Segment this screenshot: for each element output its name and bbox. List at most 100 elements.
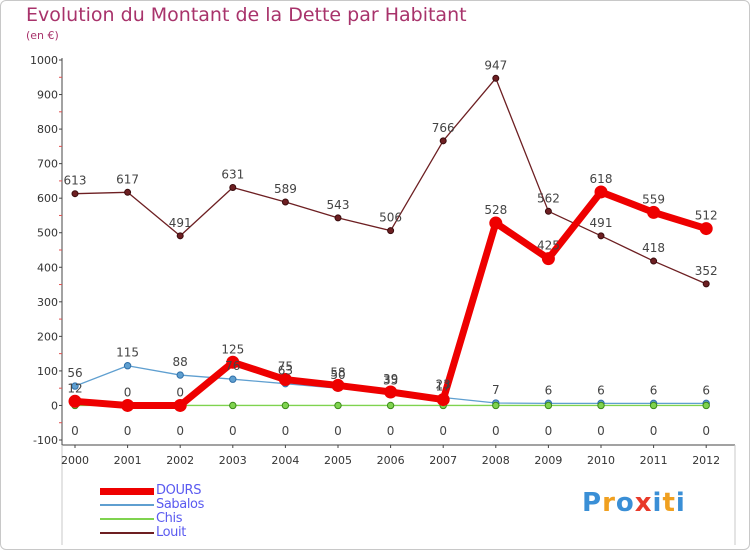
x-tick-label: 2007 bbox=[429, 454, 457, 467]
data-label-louit: 543 bbox=[327, 198, 350, 212]
y-tick-label: 0 bbox=[51, 399, 58, 412]
data-point-louit bbox=[492, 74, 500, 82]
data-label-chis: 0 bbox=[545, 424, 553, 438]
data-label-louit: 613 bbox=[64, 174, 87, 188]
data-point-dours bbox=[278, 373, 292, 387]
x-tick-label: 2000 bbox=[61, 454, 89, 467]
y-tick-label: 400 bbox=[37, 261, 58, 274]
y-tick-label: 500 bbox=[37, 227, 58, 240]
data-point-chis bbox=[229, 401, 237, 410]
logo-letter: x bbox=[634, 488, 653, 518]
data-point-dours bbox=[541, 252, 555, 266]
data-label-sabalos: 76 bbox=[225, 359, 240, 373]
data-point-louit bbox=[544, 207, 552, 215]
data-point-louit bbox=[281, 198, 289, 206]
data-label-louit: 947 bbox=[484, 58, 507, 72]
data-point-louit bbox=[334, 214, 342, 222]
data-point-chis bbox=[597, 401, 605, 410]
data-label-chis: 0 bbox=[71, 424, 79, 438]
data-label-chis: 0 bbox=[282, 424, 290, 438]
x-tick-label: 2006 bbox=[377, 454, 405, 467]
data-point-dours bbox=[489, 216, 503, 230]
data-label-chis: 0 bbox=[439, 424, 447, 438]
data-label-louit: 491 bbox=[169, 216, 192, 230]
data-point-louit bbox=[229, 183, 237, 191]
data-point-dours bbox=[331, 378, 345, 392]
data-point-dours bbox=[699, 222, 713, 236]
data-point-sabalos bbox=[229, 375, 237, 383]
data-label-sabalos: 50 bbox=[330, 368, 345, 382]
data-label-chis: 0 bbox=[387, 424, 395, 438]
x-tick-label: 2009 bbox=[534, 454, 562, 467]
data-label-dours: 559 bbox=[642, 192, 665, 206]
data-label-sabalos: 7 bbox=[492, 383, 500, 397]
data-point-louit bbox=[650, 257, 658, 265]
x-tick-label: 2001 bbox=[114, 454, 142, 467]
legend-label: Louit bbox=[156, 525, 186, 540]
data-label-sabalos: 6 bbox=[545, 383, 553, 397]
data-point-dours bbox=[173, 398, 187, 412]
data-point-dours bbox=[647, 205, 661, 219]
data-label-dours: 125 bbox=[221, 342, 244, 356]
data-label-louit: 617 bbox=[116, 172, 139, 186]
data-label-louit: 631 bbox=[221, 167, 244, 181]
data-label-chis: 0 bbox=[702, 424, 710, 438]
data-point-louit bbox=[71, 190, 79, 198]
data-label-louit: 589 bbox=[274, 182, 297, 196]
data-point-dours bbox=[121, 398, 135, 412]
logo-letter: o bbox=[615, 488, 635, 518]
y-tick-label: 300 bbox=[37, 296, 58, 309]
data-label-dours: 425 bbox=[537, 239, 560, 253]
data-point-louit bbox=[387, 227, 395, 235]
data-label-louit: 491 bbox=[590, 216, 613, 230]
x-tick-label: 2002 bbox=[166, 454, 194, 467]
data-label-dours: 618 bbox=[590, 172, 613, 186]
legend-swatch bbox=[100, 487, 154, 495]
data-point-chis bbox=[386, 401, 395, 410]
logo-letter: t bbox=[662, 488, 676, 518]
chart-title: Evolution du Montant de la Dette par Hab… bbox=[26, 4, 467, 26]
data-label-dours: 17 bbox=[436, 380, 451, 394]
data-label-sabalos: 6 bbox=[597, 383, 605, 397]
data-label-sabalos: 6 bbox=[650, 383, 658, 397]
x-tick-label: 2003 bbox=[219, 454, 247, 467]
data-point-chis bbox=[334, 401, 342, 410]
data-point-chis bbox=[281, 401, 290, 410]
y-tick-label: 600 bbox=[37, 192, 58, 205]
y-tick-label: 1000 bbox=[30, 54, 58, 67]
data-point-louit bbox=[439, 137, 447, 145]
data-point-dours bbox=[68, 394, 82, 408]
data-label-louit: 418 bbox=[642, 241, 665, 255]
data-point-sabalos bbox=[123, 362, 132, 370]
data-label-chis: 0 bbox=[492, 424, 500, 438]
data-point-louit bbox=[124, 188, 132, 196]
data-point-dours bbox=[226, 355, 240, 369]
y-tick-label: 100 bbox=[37, 365, 58, 378]
data-point-chis bbox=[492, 401, 500, 410]
x-tick-label: 2004 bbox=[271, 454, 299, 467]
logo-letter: i bbox=[652, 488, 663, 518]
data-label-chis: 0 bbox=[229, 424, 237, 438]
data-label-sabalos: 35 bbox=[383, 373, 398, 387]
data-label-dours: 58 bbox=[330, 365, 345, 379]
logo-letter: i bbox=[675, 488, 686, 518]
y-tick-label: 800 bbox=[37, 123, 58, 136]
x-tick-label: 2011 bbox=[640, 454, 668, 467]
data-point-sabalos bbox=[176, 371, 184, 379]
y-tick-label: 900 bbox=[37, 89, 58, 102]
data-label-sabalos: 63 bbox=[278, 364, 293, 378]
data-point-sabalos bbox=[71, 382, 79, 390]
legend-swatch bbox=[100, 504, 154, 506]
data-label-louit: 766 bbox=[432, 121, 455, 135]
chart-subtitle: (en €) bbox=[26, 29, 59, 42]
data-point-chis bbox=[702, 401, 710, 410]
data-label-chis: 0 bbox=[597, 424, 605, 438]
x-tick-label: 2005 bbox=[324, 454, 352, 467]
data-point-louit bbox=[702, 280, 710, 288]
y-tick-label: 700 bbox=[37, 158, 58, 171]
y-tick-label: -100 bbox=[33, 434, 58, 447]
data-point-chis bbox=[544, 401, 553, 410]
data-label-dours: 0 bbox=[124, 385, 132, 399]
